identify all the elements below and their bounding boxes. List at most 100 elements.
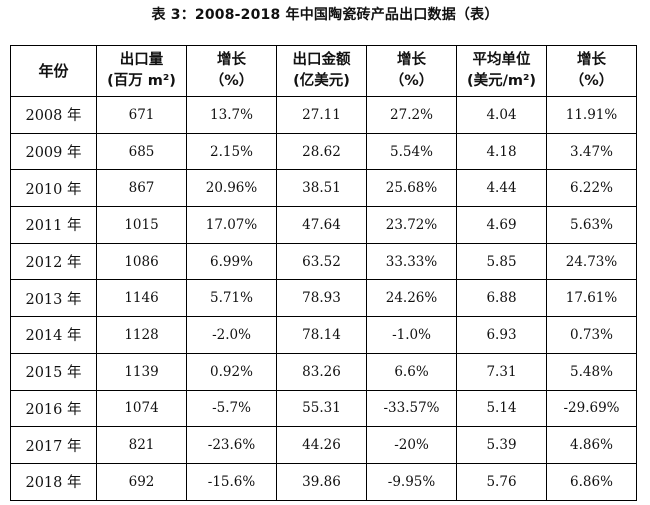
price-growth-cell: 11.91% [546,96,637,134]
header-label: 出口金额 [292,52,351,68]
value-growth-cell: -20% [366,426,457,464]
export-value-cell: 78.14 [276,316,367,354]
header-label: 增长 [217,52,246,68]
header-label: 平均单位 [472,52,531,68]
export-volume-cell: 671 [96,96,187,134]
year-cell: 2018 年 [10,462,97,501]
header-unit: (百万 m²) [107,73,176,89]
export-value-cell: 83.26 [276,352,367,391]
export-volume-cell: 1146 [96,279,187,318]
table-row: 2013 年 1146 5.71% 78.93 24.26% 6.88 17.61% [10,279,637,318]
year-cell: 2015 年 [10,352,97,391]
table-row: 2016 年 1074 -5.7% 55.31 -33.57% 5.14 -29.69% [10,389,637,428]
unit-price-cell: 7.31 [456,352,547,391]
export-volume-cell: 1139 [96,352,187,391]
unit-price-cell: 5.85 [456,242,547,281]
export-value-cell: 28.62 [276,132,367,171]
year-cell: 2014 年 [10,316,97,354]
table-row: 2010 年 867 20.96% 38.51 25.68% 4.44 6.22% [10,169,637,208]
volume-growth-cell: 20.96% [186,169,277,208]
unit-price-cell: 5.76 [456,462,547,501]
export-volume-cell: 1015 [96,206,187,244]
price-growth-cell: 5.63% [546,206,637,244]
header-unit: （%） [389,73,434,89]
header-volume-growth: 增长 （%） [186,45,277,97]
export-value-cell: 39.86 [276,462,367,501]
volume-growth-cell: 13.7% [186,96,277,134]
export-value-cell: 27.11 [276,96,367,134]
export-value-cell: 78.93 [276,279,367,318]
volume-growth-cell: -5.7% [186,389,277,428]
value-growth-cell: -33.57% [366,389,457,428]
price-growth-cell: 0.73% [546,316,637,354]
unit-price-cell: 5.14 [456,389,547,428]
volume-growth-cell: 2.15% [186,132,277,171]
value-growth-cell: 5.54% [366,132,457,171]
header-export-value: 出口金额 (亿美元) [276,45,367,97]
year-cell: 2012 年 [10,242,97,281]
unit-price-cell: 6.93 [456,316,547,354]
export-volume-cell: 821 [96,426,187,464]
price-growth-cell: 24.73% [546,242,637,281]
year-cell: 2010 年 [10,169,97,208]
table-row: 2011 年 1015 17.07% 47.64 23.72% 4.69 5.63% [10,206,637,244]
table-row: 2018 年 692 -15.6% 39.86 -9.95% 5.76 6.86% [10,462,637,501]
volume-growth-cell: -23.6% [186,426,277,464]
export-value-cell: 38.51 [276,169,367,208]
header-export-volume: 出口量 (百万 m²) [96,45,187,97]
table-row: 2012 年 1086 6.99% 63.52 33.33% 5.85 24.73% [10,242,637,281]
export-value-cell: 47.64 [276,206,367,244]
year-cell: 2017 年 [10,426,97,464]
unit-price-cell: 6.88 [456,279,547,318]
price-growth-cell: 6.86% [546,462,637,501]
export-volume-cell: 1086 [96,242,187,281]
price-growth-cell: 5.48% [546,352,637,391]
volume-growth-cell: -2.0% [186,316,277,354]
table-row: 2017 年 821 -23.6% 44.26 -20% 5.39 4.86% [10,426,637,464]
unit-price-cell: 5.39 [456,426,547,464]
year-cell: 2013 年 [10,279,97,318]
volume-growth-cell: 6.99% [186,242,277,281]
price-growth-cell: -29.69% [546,389,637,428]
export-volume-cell: 1074 [96,389,187,428]
header-price-growth: 增长 （%） [546,45,637,97]
year-cell: 2009 年 [10,132,97,171]
table-body: 2008 年 671 13.7% 27.11 27.2% 4.04 11.91% 2009 年… [10,96,637,501]
table-row: 2014 年 1128 -2.0% 78.14 -1.0% 6.93 0.73% [10,316,637,354]
table-row: 2008 年 671 13.7% 27.11 27.2% 4.04 11.91% [10,96,637,134]
header-year: 年份 [10,45,97,97]
value-growth-cell: 24.26% [366,279,457,318]
volume-growth-cell: 5.71% [186,279,277,318]
value-growth-cell: -9.95% [366,462,457,501]
export-value-cell: 44.26 [276,426,367,464]
export-data-table: 年份 出口量 (百万 m²) 增长 （%） 出口金额 (亿美元) 增长 （%） 平均单位… [10,45,637,501]
unit-price-cell: 4.04 [456,96,547,134]
header-unit: （%） [569,73,614,89]
export-volume-cell: 867 [96,169,187,208]
header-unit: (亿美元) [293,73,350,89]
header-row: 年份 出口量 (百万 m²) 增长 （%） 出口金额 (亿美元) 增长 （%） 平均单位… [10,45,637,97]
header-label: 增长 [397,52,426,68]
export-volume-cell: 685 [96,132,187,171]
export-value-cell: 55.31 [276,389,367,428]
header-unit-price: 平均单位 (美元/m²) [456,45,547,97]
unit-price-cell: 4.18 [456,132,547,171]
value-growth-cell: 23.72% [366,206,457,244]
export-volume-cell: 692 [96,462,187,501]
volume-growth-cell: -15.6% [186,462,277,501]
volume-growth-cell: 17.07% [186,206,277,244]
value-growth-cell: 6.6% [366,352,457,391]
volume-growth-cell: 0.92% [186,352,277,391]
value-growth-cell: 33.33% [366,242,457,281]
export-value-cell: 63.52 [276,242,367,281]
header-value-growth: 增长 （%） [366,45,457,97]
price-growth-cell: 4.86% [546,426,637,464]
export-volume-cell: 1128 [96,316,187,354]
year-cell: 2008 年 [10,96,97,134]
value-growth-cell: 27.2% [366,96,457,134]
value-growth-cell: 25.68% [366,169,457,208]
table-row: 2009 年 685 2.15% 28.62 5.54% 4.18 3.47% [10,132,637,171]
header-unit: （%） [209,73,254,89]
header-label: 出口量 [119,52,164,68]
year-cell: 2011 年 [10,206,97,244]
